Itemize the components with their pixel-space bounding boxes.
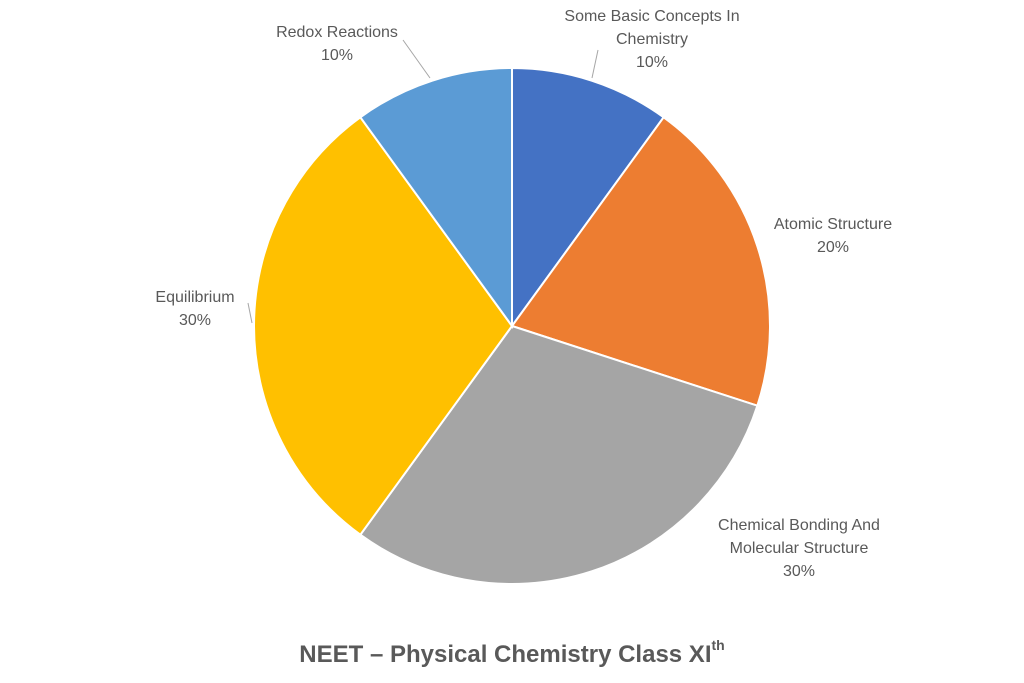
slice-label: Redox Reactions 10% <box>276 24 398 64</box>
leader-line <box>591 49 599 79</box>
slice-labels: Some Basic Concepts In Chemistry 10% Atomic… <box>155 8 892 580</box>
leader-lines <box>247 39 599 324</box>
pie-slice-equilibrium <box>253 115 514 537</box>
slice-label: Chemical Bonding And Molecular Structure 3… <box>718 517 880 580</box>
leader-line <box>247 302 253 324</box>
slice-label: Equilibrium 30% <box>155 289 234 329</box>
chart-title: NEET – Physical Chemistry Class XIth <box>0 637 1024 669</box>
pie-slice-chemical-bonding-and-molecular-structure <box>358 324 759 585</box>
pie-slice-atomic-structure <box>510 115 771 407</box>
chart-title-superscript: th <box>711 637 725 653</box>
leader-line <box>402 39 431 79</box>
pie-slice-redox-reactions <box>358 66 513 330</box>
pie-slice-some-basic-concepts-in-chemistry <box>511 66 666 330</box>
slice-label: Atomic Structure 20% <box>774 216 892 256</box>
slice-label: Some Basic Concepts In Chemistry 10% <box>564 8 739 71</box>
chart-title-text: NEET – Physical Chemistry Class XI <box>299 641 712 668</box>
pie-slices <box>253 66 771 585</box>
